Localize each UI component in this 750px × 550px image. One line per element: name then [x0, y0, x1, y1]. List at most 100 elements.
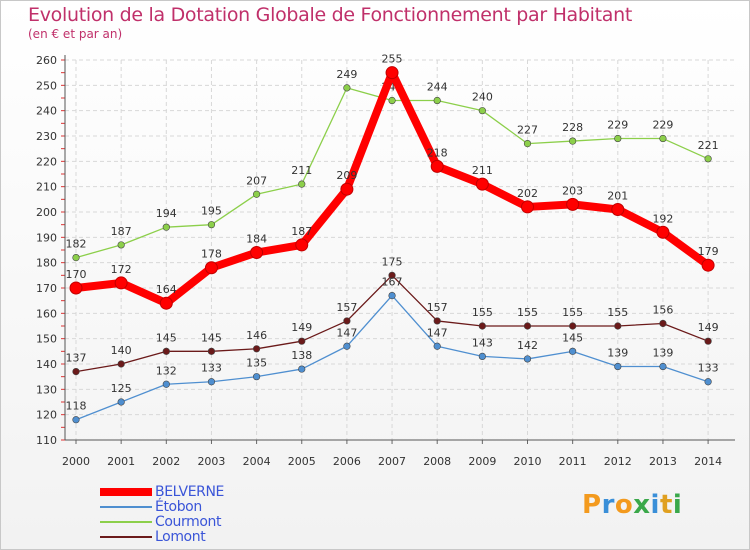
- data-label-belverne: 209: [336, 169, 357, 182]
- y-tick-label: 250: [36, 79, 57, 92]
- data-label-belverne: 218: [427, 146, 448, 159]
- data-label-lomont: 145: [156, 331, 177, 344]
- data-label-belverne: 211: [472, 164, 493, 177]
- y-tick-label: 260: [36, 54, 57, 67]
- data-point--tobon: [253, 373, 261, 381]
- y-tick-label: 230: [36, 130, 57, 143]
- data-point-lomont: [253, 345, 261, 353]
- data-point-courmont: [388, 96, 396, 105]
- legend-swatch: [100, 505, 152, 508]
- data-label-courmont: 182: [66, 238, 87, 251]
- data-label-lomont: 157: [336, 301, 357, 314]
- data-point-lomont: [207, 347, 216, 355]
- data-label-lomont: 155: [517, 306, 538, 319]
- data-point-lomont: [117, 360, 125, 368]
- x-tick-label: 2013: [649, 455, 677, 468]
- y-tick-label: 150: [36, 333, 57, 346]
- data-point--tobon: [162, 380, 170, 388]
- x-tick-label: 2004: [243, 455, 271, 468]
- data-point-belverne: [611, 202, 625, 216]
- data-label--tobon: 167: [382, 276, 403, 289]
- logo-letter: i: [672, 490, 683, 520]
- data-point--tobon: [704, 378, 712, 386]
- data-label--tobon: 139: [652, 347, 673, 360]
- y-tick-label: 140: [36, 358, 57, 371]
- legend-label: Étobon: [155, 498, 202, 515]
- data-label-courmont: 221: [698, 139, 719, 152]
- data-label-belverne: 203: [562, 184, 583, 197]
- y-tick-label: 160: [36, 307, 57, 320]
- logo-letter: o: [614, 490, 634, 520]
- data-label-lomont: 155: [607, 306, 628, 319]
- legend-label: Courmont: [155, 513, 222, 530]
- chart-subtitle: (en € et par an): [28, 27, 123, 41]
- data-point-belverne: [159, 296, 173, 310]
- data-point-courmont: [704, 155, 712, 163]
- data-point-lomont: [72, 368, 80, 376]
- data-point-lomont: [343, 317, 351, 325]
- x-tick-label: 2005: [288, 455, 316, 468]
- data-label-belverne: 184: [246, 233, 267, 246]
- x-tick-label: 2003: [197, 455, 225, 468]
- data-point--tobon: [659, 362, 667, 371]
- data-point-belverne: [250, 246, 264, 260]
- data-point-lomont: [659, 319, 667, 328]
- data-label-lomont: 140: [111, 344, 132, 357]
- data-point--tobon: [72, 416, 80, 424]
- legend-label: Lomont: [155, 528, 206, 545]
- data-point-belverne: [566, 197, 580, 211]
- logo-letter: P: [582, 490, 602, 520]
- data-label-lomont: 157: [427, 301, 448, 314]
- logo-letter: x: [633, 490, 651, 520]
- data-label--tobon: 133: [698, 362, 719, 375]
- data-point-courmont: [162, 223, 170, 231]
- y-tick-label: 110: [36, 434, 57, 447]
- x-tick-label: 2011: [559, 455, 587, 468]
- y-tick-label: 200: [36, 206, 57, 219]
- data-label--tobon: 125: [111, 382, 132, 395]
- proxiti-logo: Proxiti: [582, 490, 682, 520]
- data-label-belverne: 255: [382, 53, 403, 66]
- data-label-courmont: 244: [427, 81, 448, 94]
- data-point--tobon: [614, 362, 622, 371]
- legend-swatch: [100, 535, 152, 538]
- data-label-lomont: 155: [472, 306, 493, 319]
- data-label-belverne: 202: [517, 187, 538, 200]
- data-point-courmont: [343, 84, 351, 92]
- data-point-belverne: [295, 238, 309, 252]
- data-label-belverne: 172: [111, 263, 132, 276]
- legend-item: Étobon: [100, 498, 224, 515]
- data-point-lomont: [614, 322, 622, 330]
- data-point-lomont: [478, 322, 486, 330]
- data-point-belverne: [430, 159, 444, 173]
- logo-letter: i: [650, 490, 660, 520]
- data-point-belverne: [340, 182, 354, 196]
- data-point-belverne: [475, 177, 489, 191]
- data-label--tobon: 143: [472, 336, 493, 349]
- legend-swatch: [100, 487, 152, 496]
- data-point-courmont: [207, 221, 216, 229]
- y-tick-label: 190: [36, 231, 57, 244]
- x-tick-label: 2010: [514, 455, 542, 468]
- data-label-lomont: 137: [66, 352, 87, 365]
- data-label--tobon: 118: [66, 400, 87, 413]
- x-tick-label: 2002: [152, 455, 180, 468]
- y-tick-label: 220: [36, 155, 57, 168]
- data-point-courmont: [117, 241, 125, 249]
- x-tick-label: 2014: [694, 455, 722, 468]
- data-point-courmont: [659, 134, 667, 143]
- data-label--tobon: 138: [291, 349, 312, 362]
- data-label-courmont: 211: [291, 164, 312, 177]
- data-point--tobon: [117, 398, 125, 406]
- data-label--tobon: 145: [562, 331, 583, 344]
- y-tick-label: 180: [36, 257, 57, 270]
- data-point-lomont: [388, 271, 396, 279]
- x-tick-label: 2007: [378, 455, 406, 468]
- data-point-courmont: [72, 254, 80, 262]
- data-point-lomont: [523, 322, 532, 330]
- data-label-belverne: 201: [607, 189, 628, 202]
- legend-label: BELVERNE: [155, 483, 224, 500]
- data-label-courmont: 194: [156, 207, 177, 220]
- x-tick-label: 2009: [468, 455, 496, 468]
- data-label-lomont: 175: [382, 255, 403, 268]
